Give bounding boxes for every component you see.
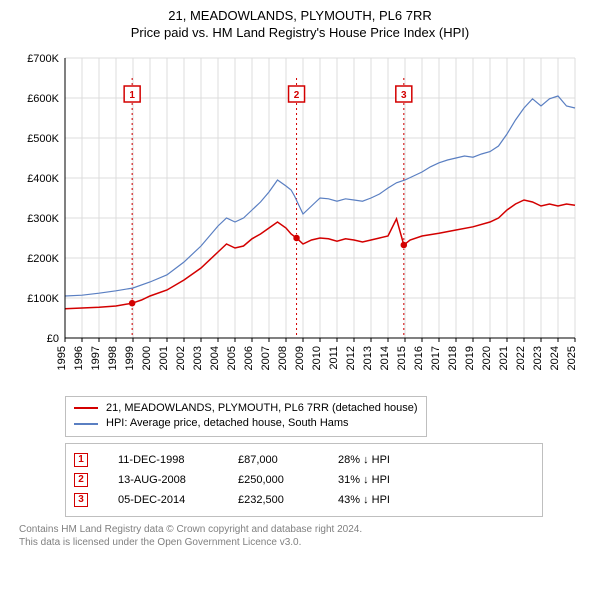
svg-text:2011: 2011 bbox=[328, 346, 340, 370]
legend: 21, MEADOWLANDS, PLYMOUTH, PL6 7RR (deta… bbox=[65, 396, 427, 437]
svg-text:2015: 2015 bbox=[396, 346, 408, 370]
chart-title: 21, MEADOWLANDS, PLYMOUTH, PL6 7RR bbox=[15, 8, 585, 25]
svg-text:2025: 2025 bbox=[566, 346, 578, 370]
svg-text:1995: 1995 bbox=[56, 346, 68, 370]
svg-text:1999: 1999 bbox=[124, 346, 136, 370]
svg-text:2008: 2008 bbox=[277, 346, 289, 370]
svg-text:2016: 2016 bbox=[413, 346, 425, 370]
svg-text:2004: 2004 bbox=[209, 346, 221, 370]
svg-text:1: 1 bbox=[129, 90, 135, 101]
line-chart-svg: 1 2 3 £0 £100K £200K £300K £400K £500K £600K £700K… bbox=[15, 48, 585, 388]
chart-subtitle: Price paid vs. HM Land Registry's House … bbox=[15, 25, 585, 42]
event-hpi: 28% ↓ HPI bbox=[338, 454, 428, 466]
svg-text:2010: 2010 bbox=[311, 346, 323, 370]
event-price: £250,000 bbox=[238, 474, 308, 486]
svg-text:2007: 2007 bbox=[260, 346, 272, 370]
svg-text:2: 2 bbox=[294, 90, 300, 101]
legend-item: HPI: Average price, detached house, Sout… bbox=[74, 416, 418, 431]
svg-text:1996: 1996 bbox=[73, 346, 85, 370]
event-hpi: 31% ↓ HPI bbox=[338, 474, 428, 486]
svg-text:£300K: £300K bbox=[27, 213, 59, 225]
event-date: 11-DEC-1998 bbox=[118, 454, 208, 466]
legend-label: 21, MEADOWLANDS, PLYMOUTH, PL6 7RR (deta… bbox=[106, 401, 418, 416]
attribution-line-1: Contains HM Land Registry data © Crown c… bbox=[19, 523, 585, 536]
svg-text:3: 3 bbox=[401, 90, 407, 101]
svg-text:2014: 2014 bbox=[379, 346, 391, 370]
event-marker: 3 bbox=[74, 493, 88, 507]
svg-text:2019: 2019 bbox=[464, 346, 476, 370]
svg-text:2012: 2012 bbox=[345, 346, 357, 370]
svg-text:2001: 2001 bbox=[158, 346, 170, 370]
svg-text:£700K: £700K bbox=[27, 53, 59, 65]
svg-text:2000: 2000 bbox=[141, 346, 153, 370]
svg-text:2005: 2005 bbox=[226, 346, 238, 370]
legend-label: HPI: Average price, detached house, Sout… bbox=[106, 416, 349, 431]
svg-text:2024: 2024 bbox=[549, 346, 561, 370]
event-price: £232,500 bbox=[238, 494, 308, 506]
svg-text:2020: 2020 bbox=[481, 346, 493, 370]
event-row: 3 05-DEC-2014 £232,500 43% ↓ HPI bbox=[74, 490, 534, 510]
event-row: 1 11-DEC-1998 £87,000 28% ↓ HPI bbox=[74, 450, 534, 470]
chart-container: 21, MEADOWLANDS, PLYMOUTH, PL6 7RR Price… bbox=[0, 0, 600, 590]
svg-text:2003: 2003 bbox=[192, 346, 204, 370]
svg-text:2006: 2006 bbox=[243, 346, 255, 370]
event-marker: 1 bbox=[74, 453, 88, 467]
svg-text:£200K: £200K bbox=[27, 253, 59, 265]
svg-text:£600K: £600K bbox=[27, 93, 59, 105]
legend-swatch bbox=[74, 423, 98, 425]
svg-text:2022: 2022 bbox=[515, 346, 527, 370]
event-row: 2 13-AUG-2008 £250,000 31% ↓ HPI bbox=[74, 470, 534, 490]
svg-text:1998: 1998 bbox=[107, 346, 119, 370]
chart-area: 1 2 3 £0 £100K £200K £300K £400K £500K £600K £700K… bbox=[15, 48, 585, 388]
event-hpi: 43% ↓ HPI bbox=[338, 494, 428, 506]
event-date: 13-AUG-2008 bbox=[118, 474, 208, 486]
svg-text:2002: 2002 bbox=[175, 346, 187, 370]
svg-text:£500K: £500K bbox=[27, 133, 59, 145]
svg-text:2023: 2023 bbox=[532, 346, 544, 370]
svg-text:£400K: £400K bbox=[27, 173, 59, 185]
svg-text:2018: 2018 bbox=[447, 346, 459, 370]
event-price: £87,000 bbox=[238, 454, 308, 466]
svg-text:1997: 1997 bbox=[90, 346, 102, 370]
svg-text:£100K: £100K bbox=[27, 293, 59, 305]
svg-text:2017: 2017 bbox=[430, 346, 442, 370]
legend-item: 21, MEADOWLANDS, PLYMOUTH, PL6 7RR (deta… bbox=[74, 401, 418, 416]
svg-text:£0: £0 bbox=[47, 333, 59, 345]
events-table: 1 11-DEC-1998 £87,000 28% ↓ HPI 2 13-AUG-2008… bbox=[65, 443, 543, 517]
svg-text:2013: 2013 bbox=[362, 346, 374, 370]
svg-text:2021: 2021 bbox=[498, 346, 510, 370]
attribution: Contains HM Land Registry data © Crown c… bbox=[19, 523, 585, 549]
event-marker: 2 bbox=[74, 473, 88, 487]
svg-text:2009: 2009 bbox=[294, 346, 306, 370]
event-date: 05-DEC-2014 bbox=[118, 494, 208, 506]
attribution-line-2: This data is licensed under the Open Gov… bbox=[19, 536, 585, 549]
legend-swatch bbox=[74, 407, 98, 409]
